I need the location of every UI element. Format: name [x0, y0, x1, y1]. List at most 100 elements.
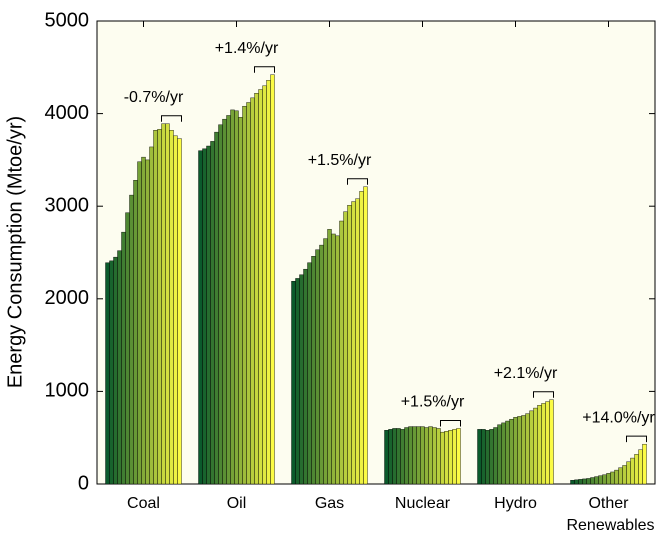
bar — [541, 403, 546, 485]
bar — [262, 85, 267, 485]
annotation: +1.4%/yr — [215, 40, 279, 57]
bar — [525, 413, 530, 485]
bar — [404, 427, 409, 485]
bar — [291, 281, 296, 485]
bar — [165, 123, 170, 485]
bar — [234, 110, 239, 485]
bar — [250, 97, 255, 485]
bar — [153, 130, 158, 485]
bar — [359, 191, 364, 485]
bar — [149, 146, 154, 485]
x-tick-label: Gas — [315, 495, 344, 512]
bar — [218, 124, 223, 485]
bar — [311, 256, 316, 485]
bar — [578, 479, 583, 485]
y-tick-label: 5000 — [45, 9, 90, 31]
bar — [137, 161, 142, 485]
bar — [436, 428, 441, 485]
bar — [270, 74, 275, 485]
bracket — [347, 178, 368, 185]
bar — [626, 461, 631, 485]
bar — [351, 201, 356, 485]
bar — [157, 129, 162, 485]
bar — [493, 427, 498, 485]
bar — [412, 426, 417, 485]
bar — [416, 426, 421, 485]
bar — [238, 117, 243, 485]
bar — [614, 469, 619, 485]
bar — [121, 231, 126, 485]
bar — [638, 449, 643, 485]
bar — [420, 426, 425, 485]
bar — [246, 102, 251, 485]
y-tick-label: 0 — [78, 472, 89, 494]
bar — [533, 407, 538, 485]
bar — [169, 130, 174, 485]
bar — [485, 430, 490, 485]
bar — [448, 430, 453, 485]
x-tick-label: Nuclear — [395, 495, 451, 512]
bar — [363, 186, 368, 485]
bar — [242, 105, 247, 485]
bar — [537, 405, 542, 485]
x-tick-label: Oil — [227, 495, 247, 512]
bar — [396, 428, 401, 485]
y-tick-label: 4000 — [45, 102, 90, 124]
bar — [384, 430, 389, 485]
bracket — [254, 66, 275, 73]
bar — [392, 428, 397, 485]
bar — [198, 150, 203, 485]
bar — [440, 431, 445, 485]
bar — [161, 123, 166, 485]
bar — [521, 415, 526, 485]
annotation: +1.5%/yr — [401, 394, 465, 411]
bar — [456, 428, 461, 485]
bar — [299, 274, 304, 485]
y-tick-label: 2000 — [45, 287, 90, 309]
bar — [529, 410, 534, 485]
bar — [505, 420, 510, 485]
bar — [444, 431, 449, 485]
bar — [602, 474, 607, 485]
y-axis-label: Energy Consumption (Mtoe/yr) — [4, 116, 26, 388]
bar — [481, 429, 486, 485]
bar — [266, 80, 271, 485]
bar — [339, 220, 344, 485]
bar — [400, 429, 405, 485]
bar — [517, 416, 522, 485]
bar — [594, 476, 599, 485]
x-tick-label-note: Renewables — [566, 517, 654, 534]
bar — [303, 268, 308, 485]
bar — [501, 422, 506, 485]
bar — [206, 145, 211, 485]
annotation: +2.1%/yr — [494, 365, 558, 382]
bar — [323, 238, 328, 485]
bar — [489, 429, 494, 485]
bar — [509, 418, 514, 485]
bar — [477, 429, 482, 485]
annotation: +1.5%/yr — [308, 152, 372, 169]
plot-area — [96, 20, 656, 485]
bar — [254, 93, 259, 485]
bar — [432, 427, 437, 485]
bar — [634, 454, 639, 485]
bar — [315, 249, 320, 485]
bracket — [161, 115, 182, 122]
bar — [497, 424, 502, 485]
bar — [549, 399, 554, 485]
bar — [343, 211, 348, 485]
bar — [582, 478, 587, 485]
bracket — [533, 391, 554, 398]
annotation: -0.7%/yr — [124, 89, 184, 106]
bar — [230, 109, 235, 485]
bar — [141, 156, 146, 485]
bar — [210, 141, 215, 485]
bar — [145, 159, 150, 485]
bracket — [626, 435, 647, 443]
bar — [586, 478, 591, 485]
bar — [113, 256, 118, 485]
bar — [355, 198, 360, 485]
bar — [347, 205, 352, 485]
x-tick-label: Other — [588, 495, 629, 512]
